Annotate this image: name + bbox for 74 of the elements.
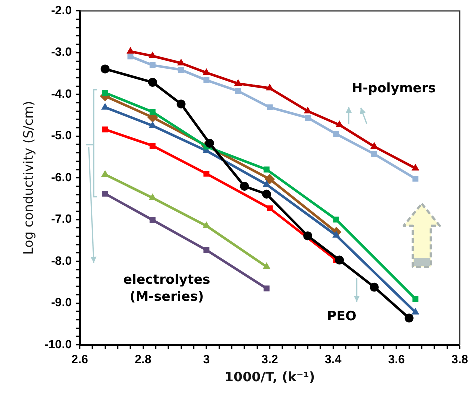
- point: [263, 262, 270, 270]
- point: [304, 107, 312, 114]
- x-axis-title: 1000/T, (k⁻¹): [224, 370, 316, 386]
- point: [404, 314, 414, 323]
- annotation: PEO: [327, 309, 357, 324]
- point: [267, 206, 273, 212]
- point: [412, 176, 419, 182]
- point: [336, 121, 344, 128]
- x-tick-label: 3.4: [324, 352, 342, 367]
- point: [334, 216, 340, 223]
- y-tick-label: -8.0: [51, 254, 72, 268]
- point: [205, 138, 214, 148]
- point: [100, 64, 110, 74]
- point: [370, 282, 379, 292]
- point: [335, 256, 344, 265]
- point: [204, 77, 210, 84]
- point: [102, 90, 108, 96]
- point: [263, 180, 270, 188]
- point: [203, 68, 210, 76]
- y-tick-label: -6.0: [51, 170, 72, 184]
- point: [102, 126, 108, 133]
- x-tick-label: 3: [203, 352, 210, 367]
- point: [370, 142, 378, 150]
- point: [240, 182, 250, 191]
- point: [178, 59, 185, 66]
- x-tick-label: 2.8: [134, 352, 152, 367]
- point: [149, 194, 156, 200]
- y-tick-label: -10.0: [44, 337, 72, 352]
- point: [265, 174, 275, 184]
- point: [412, 308, 420, 315]
- point: [235, 88, 242, 94]
- point: [412, 164, 420, 171]
- point: [150, 142, 156, 149]
- point: [150, 217, 156, 224]
- annotation: electrolytes (M-series): [123, 272, 211, 305]
- y-tick-label: -5.0: [51, 128, 72, 143]
- point: [304, 232, 312, 241]
- point: [204, 170, 210, 177]
- point: [203, 222, 210, 228]
- point: [176, 100, 186, 109]
- point: [266, 84, 274, 91]
- point: [262, 190, 272, 199]
- point: [305, 115, 311, 121]
- point: [372, 151, 378, 158]
- x-tick-label: 3.2: [262, 352, 279, 367]
- x-tick-label: 2.6: [72, 352, 89, 367]
- point: [264, 286, 270, 292]
- point: [412, 296, 419, 302]
- point: [332, 232, 340, 238]
- point: [148, 78, 158, 88]
- point: [102, 104, 109, 110]
- point: [267, 104, 273, 111]
- point: [128, 54, 134, 60]
- x-tick-label: 3.6: [388, 352, 406, 367]
- point: [102, 190, 108, 197]
- y-tick-label: -7.0: [51, 212, 72, 226]
- y-tick-label: -9.0: [51, 296, 72, 310]
- point: [150, 62, 156, 68]
- annotation: H-polymers: [352, 81, 436, 96]
- y-tick-label: -3.0: [51, 45, 72, 60]
- y-tick-label: -4.0: [51, 86, 72, 101]
- point: [334, 131, 340, 138]
- point: [150, 109, 156, 116]
- point: [127, 48, 134, 54]
- point: [204, 247, 210, 254]
- point: [264, 166, 270, 173]
- x-tick-label: 3.8: [452, 352, 469, 367]
- y-tick-label: -2.0: [51, 4, 72, 18]
- point: [102, 170, 109, 178]
- point: [234, 80, 242, 86]
- point: [149, 52, 156, 59]
- point: [178, 67, 184, 74]
- y-axis-title: Log conductivity (S/cm): [22, 101, 38, 256]
- point: [149, 122, 156, 128]
